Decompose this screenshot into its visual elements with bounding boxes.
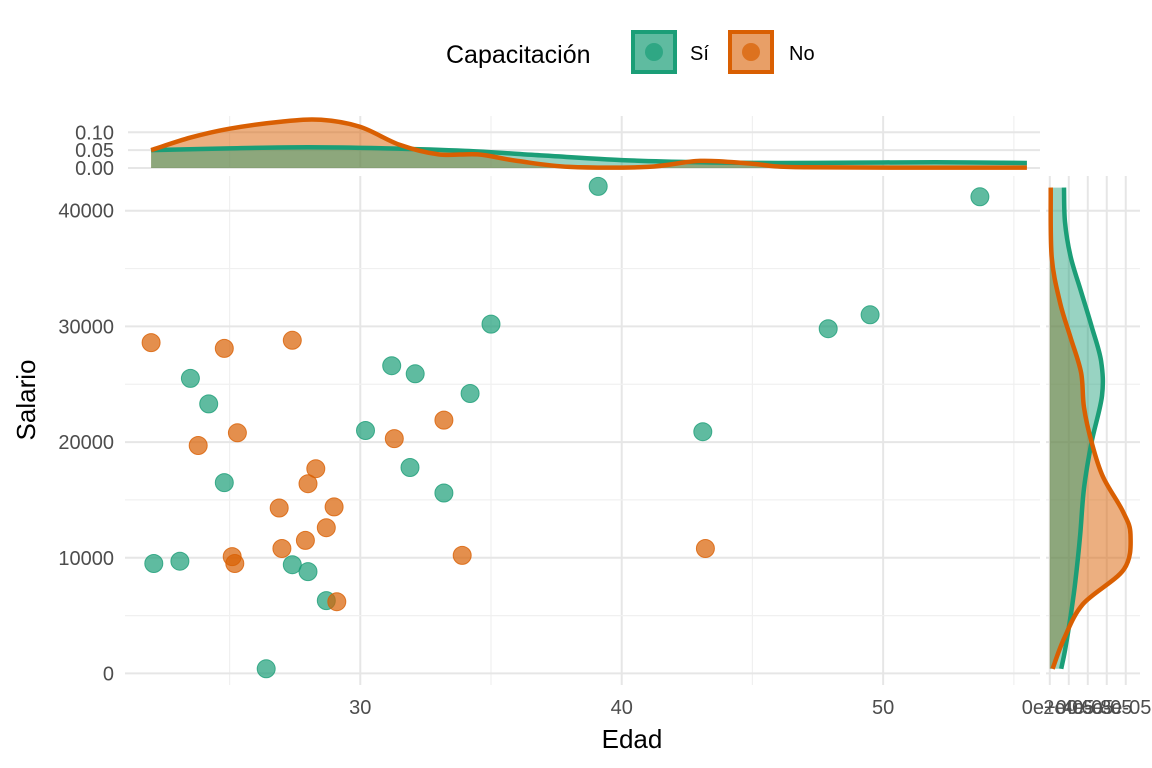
scatter-point-si <box>214 473 234 493</box>
scatter-point-no <box>452 545 472 565</box>
scatter-point-si <box>298 562 318 582</box>
scatter-point-si <box>481 314 501 334</box>
scatter-point-no <box>214 338 234 358</box>
legend-entry-si: Sí <box>631 30 709 74</box>
scatter-point-si <box>170 551 190 571</box>
scatter-point-si <box>405 364 425 384</box>
y-tick-label: 0 <box>103 663 114 685</box>
scatter-point-no <box>227 423 247 443</box>
scatter-point-si <box>693 422 713 442</box>
y-tick-label: 30000 <box>58 316 114 338</box>
top-density-line-si <box>151 145 1027 166</box>
scatter-point-si <box>818 319 838 339</box>
scatter-point-si <box>434 483 454 503</box>
scatter-point-no <box>295 530 315 550</box>
scatter-point-si <box>180 368 200 388</box>
scatter-point-no <box>316 518 336 538</box>
top-density-y-tick-label: 0.05 <box>75 140 114 162</box>
legend-entry-no: No <box>728 30 815 74</box>
legend-title: Capacitación <box>446 41 591 69</box>
scatter-point-no <box>141 333 161 353</box>
legend-marker-si <box>645 43 663 61</box>
x-tick-label: 30 <box>349 697 371 719</box>
top-density-y-tick-label: 0.00 <box>75 158 114 180</box>
right-density-line-no <box>1048 187 1133 670</box>
scatter-point-no <box>327 592 347 612</box>
scatter-points <box>141 176 990 679</box>
right-density <box>1048 187 1133 670</box>
scatter-point-no <box>324 497 344 517</box>
top-density <box>150 117 1027 170</box>
y-tick-label: 10000 <box>58 548 114 570</box>
scatter-point-si <box>199 394 219 414</box>
right-density-x-tick-label: 8e-05 <box>1100 697 1151 719</box>
x-tick-label: 50 <box>872 697 894 719</box>
scatter-point-si <box>382 356 402 376</box>
scatter-point-si <box>144 554 164 573</box>
legend-label-no: No <box>789 43 815 65</box>
scatter-point-no <box>384 429 404 449</box>
scatter-point-si <box>282 555 302 575</box>
scatter-point-si <box>860 305 880 325</box>
scatter-point-no <box>188 436 208 455</box>
x-axis-title: Edad <box>602 724 663 754</box>
scatter-point-si <box>356 421 375 440</box>
right-density-x-tick-label: 6e-05 <box>1081 697 1132 719</box>
scatter-point-no <box>225 554 245 573</box>
top-density-y-ticks: 0.000.050.10 <box>75 122 114 180</box>
scatter-point-si <box>588 176 608 196</box>
top-density-area-si <box>151 147 1027 168</box>
y-axis-title: Salario <box>11 360 41 441</box>
main-grid <box>125 176 1040 685</box>
x-tick-label: 40 <box>611 697 633 719</box>
right-density-line-si <box>1058 187 1106 670</box>
scatter-point-no <box>298 474 318 494</box>
top-density-line-no <box>150 117 1027 170</box>
top-density-y-tick-label: 0.10 <box>75 122 114 144</box>
scatter-point-no <box>272 539 292 558</box>
right-density-x-tick-label: 4e-05 <box>1062 697 1113 719</box>
scatter-point-si <box>256 659 276 679</box>
y-tick-label: 40000 <box>58 201 114 223</box>
scatter-point-si <box>460 384 480 403</box>
legend-marker-no <box>742 43 760 61</box>
scatter-point-si <box>400 458 420 477</box>
scatter-point-si <box>970 187 990 207</box>
scatter-point-no <box>695 539 715 558</box>
legend-key-si <box>631 30 677 74</box>
scatter-point-no <box>306 459 326 479</box>
scatter-point-no <box>269 498 289 518</box>
right-density-x-tick-label: 0e+00 <box>1022 697 1078 719</box>
right-density-area-no <box>1049 187 1131 669</box>
scatter-point-no <box>282 330 302 350</box>
legend: Capacitación Sí No <box>446 30 815 74</box>
right-density-x-tick-label: 2e-05 <box>1043 697 1094 719</box>
scatter-point-no <box>434 410 454 430</box>
legend-label-si: Sí <box>690 43 709 65</box>
y-tick-label: 20000 <box>58 432 114 454</box>
main-axis-ticks: 30 40 50 0 10000 20000 30000 40000 <box>58 201 894 719</box>
